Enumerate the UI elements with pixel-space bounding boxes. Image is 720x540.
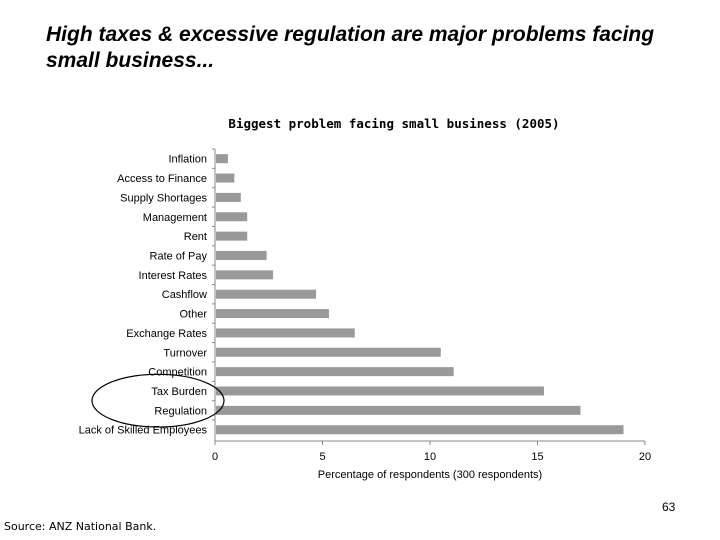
x-tick-label: 0 xyxy=(212,451,218,463)
category-label: Inflation xyxy=(168,154,207,166)
bar xyxy=(216,192,241,202)
category-label: Regulation xyxy=(154,405,207,417)
category-label: Management xyxy=(143,212,207,224)
category-label: Competition xyxy=(148,367,207,379)
bar xyxy=(216,231,248,241)
bar xyxy=(216,328,355,338)
category-label: Supply Shortages xyxy=(120,192,207,204)
x-tick-label: 5 xyxy=(319,451,325,463)
bar xyxy=(216,405,581,415)
slide-title: High taxes & excessive regulation are ma… xyxy=(46,23,655,72)
bar xyxy=(216,154,228,164)
bar xyxy=(216,367,454,377)
x-tick-label: 10 xyxy=(424,451,436,463)
category-label: Lack of Skilled Employees xyxy=(79,425,208,437)
page-number: 63 xyxy=(662,500,676,514)
chart-title: Biggest problem facing small business (2… xyxy=(228,116,560,131)
bar xyxy=(216,425,624,435)
source-note: Source: ANZ National Bank. xyxy=(4,520,157,533)
bar xyxy=(216,173,235,183)
x-tick-label: 20 xyxy=(639,451,651,463)
bar xyxy=(216,309,329,319)
category-label: Access to Finance xyxy=(117,173,207,185)
bar xyxy=(216,250,267,260)
category-label: Rate of Pay xyxy=(150,250,208,262)
highlight-ellipse xyxy=(91,373,225,428)
x-axis-title: Percentage of respondents (300 responden… xyxy=(318,469,542,481)
category-label: Cashflow xyxy=(162,289,207,301)
bar xyxy=(216,289,317,299)
bar xyxy=(216,386,544,396)
category-label: Exchange Rates xyxy=(126,328,207,340)
category-label: Other xyxy=(179,309,207,321)
category-label: Tax Burden xyxy=(151,386,207,398)
category-label: Interest Rates xyxy=(139,270,208,282)
category-label: Turnover xyxy=(163,347,207,359)
bar xyxy=(216,212,248,222)
bar xyxy=(216,347,441,357)
category-label: Rent xyxy=(184,231,207,243)
bar xyxy=(216,270,274,280)
x-tick-label: 15 xyxy=(531,451,543,463)
